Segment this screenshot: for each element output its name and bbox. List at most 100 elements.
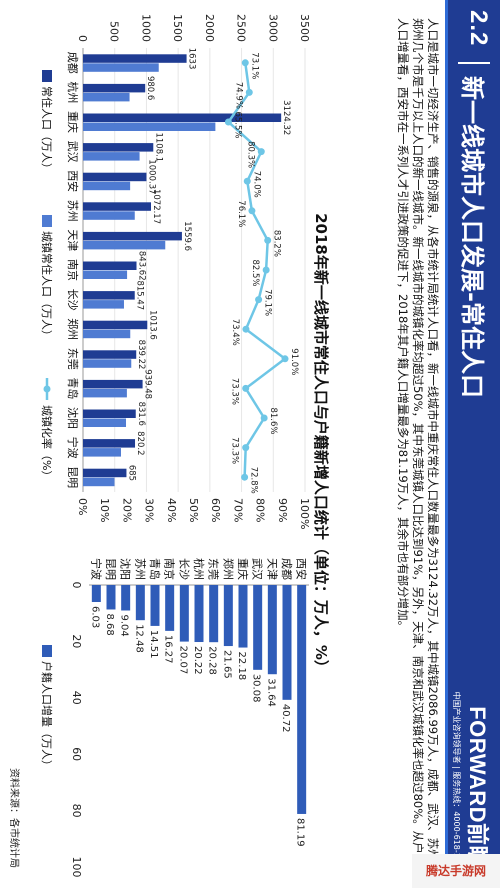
right-axis-tick: 30%: [143, 498, 156, 522]
resident-bar: [83, 172, 147, 182]
x-axis-tick: 0: [70, 582, 83, 589]
category-label: 杭州: [192, 558, 206, 580]
category-label: 东莞: [207, 558, 220, 580]
resident-value-label: 831.6: [136, 402, 146, 426]
category-label: 重庆: [236, 558, 250, 580]
hukou-bar: [165, 585, 175, 631]
resident-bar: [83, 350, 137, 359]
category-label: 长沙: [177, 558, 190, 580]
resident-value-label: 1013.6: [147, 310, 157, 340]
category-label: 成都: [66, 52, 79, 74]
hukou-bar: [179, 585, 189, 642]
urban-bar: [82, 92, 130, 102]
legend-label-hukou: 户籍人口增量（万人）: [40, 661, 54, 771]
resident-bar: [83, 202, 152, 211]
urbanization-point: [242, 325, 250, 333]
category-label: 武汉: [66, 141, 79, 163]
urban-bar: [83, 388, 127, 398]
urbanization-point: [243, 177, 251, 185]
urbanization-point: [264, 236, 272, 244]
legend-swatch-urban: [42, 215, 52, 227]
urbanization-label: 80.3%: [245, 141, 255, 168]
category-label: 南京: [66, 259, 80, 281]
hukou-value-label: 9.04: [119, 614, 130, 636]
category-label: 沈阳: [119, 558, 133, 580]
hukou-value-label: 30.08: [251, 674, 262, 703]
x-axis-tick: 40: [70, 691, 83, 705]
urban-bar: [83, 418, 127, 427]
hukou-bar: [194, 585, 204, 643]
source-note: 资料来源：各市统计局: [8, 768, 19, 868]
urbanization-point: [260, 414, 268, 422]
resident-bar: [83, 468, 127, 478]
resident-value-label: 685: [126, 465, 136, 481]
resident-value-label: 1072.17: [151, 189, 161, 224]
category-label: 重庆: [66, 111, 80, 133]
right-axis-tick: 0%: [76, 498, 89, 515]
category-label: 天津: [66, 229, 79, 251]
header-bar: 2.2 新一线城市人口发展-常住人口 FORWARD前瞻 中国产业咨询领导者 |…: [448, 0, 500, 888]
urbanization-label: 74.9%: [233, 82, 243, 109]
urbanization-point: [255, 296, 263, 304]
category-label: 长沙: [66, 289, 79, 311]
urban-bar: [83, 152, 140, 161]
category-label: 青岛: [148, 558, 162, 580]
category-label: 昆明: [104, 558, 117, 580]
urbanization-label: 76.1%: [236, 200, 246, 227]
resident-value-label: 815.47: [135, 280, 145, 310]
left-axis-tick: 2000: [203, 14, 216, 42]
urban-bar: [83, 240, 166, 250]
hukou-bar: [223, 585, 233, 647]
resident-value-label: 939.48: [143, 369, 153, 399]
category-label: 宁波: [89, 558, 103, 580]
urbanization-label: 83.2%: [272, 230, 282, 257]
hukou-value-label: 20.22: [192, 646, 203, 675]
category-label: 沈阳: [66, 407, 80, 429]
urbanization-point: [242, 384, 250, 392]
hukou-value-label: 22.18: [236, 652, 247, 681]
hukou-bar: [282, 585, 292, 700]
category-label: 郑州: [66, 318, 80, 340]
logo-subtext: 中国产业咨询领导者 | 服务热线：4000-618-155: [452, 691, 461, 868]
forward-logo: FORWARD前瞻 中国产业咨询领导者 | 服务热线：4000-618-155: [451, 692, 495, 868]
right-axis-tick: 20%: [120, 498, 133, 522]
right-axis-tick: 10%: [98, 498, 111, 522]
urbanization-point: [241, 473, 249, 481]
category-label: 西安: [66, 170, 80, 192]
urbanization-point: [257, 148, 265, 156]
urban-bar: [82, 300, 124, 309]
x-axis-tick: 60: [70, 747, 83, 761]
hukou-increase-chart: 西安 81.19 成都 40.72 天津 31.64 武汉 30.08 重庆 22.18 郑州 21.…: [40, 558, 309, 878]
resident-value-label: 1000.37: [146, 159, 156, 194]
urban-bar: [83, 211, 135, 220]
urbanization-point: [241, 59, 249, 67]
hukou-value-label: 31.64: [265, 678, 276, 707]
urban-bar: [83, 270, 128, 279]
resident-bar: [83, 379, 143, 389]
urbanization-label: 73.3%: [230, 437, 240, 464]
resident-value-label: 3124.32: [281, 100, 291, 135]
resident-value-label: 1559.6: [182, 221, 192, 251]
category-label: 南京: [163, 558, 177, 580]
legend-label-urban: 城镇常住人口（万人）: [40, 231, 54, 341]
right-axis-tick: 90%: [276, 498, 289, 522]
resident-bar: [83, 261, 137, 270]
urban-bar: [82, 181, 131, 191]
resident-bar: [83, 231, 182, 241]
urbanization-label: 79.1%: [263, 289, 273, 316]
right-axis-tick: 60%: [209, 498, 222, 522]
category-label: 苏州: [133, 558, 146, 580]
category-label: 西安: [295, 558, 309, 580]
intro-paragraph: 人口是城市一切经济生产、销售的源泉，从各市统计局统计人口看，新一线城市中重庆常住…: [396, 18, 440, 873]
urbanization-label: 73.4%: [230, 319, 240, 346]
right-axis-tick: 70%: [231, 498, 244, 522]
hukou-bar: [209, 585, 219, 643]
urbanization-label: 81.6%: [268, 407, 278, 434]
left-axis-tick: 1000: [139, 14, 152, 42]
resident-value-label: 1633: [187, 48, 197, 70]
resident-bar: [83, 83, 146, 93]
page-title: 新一线城市人口发展-常住人口: [458, 76, 486, 398]
urbanization-label: 72.8%: [249, 467, 259, 494]
resident-value-label: 843.62: [137, 251, 147, 281]
